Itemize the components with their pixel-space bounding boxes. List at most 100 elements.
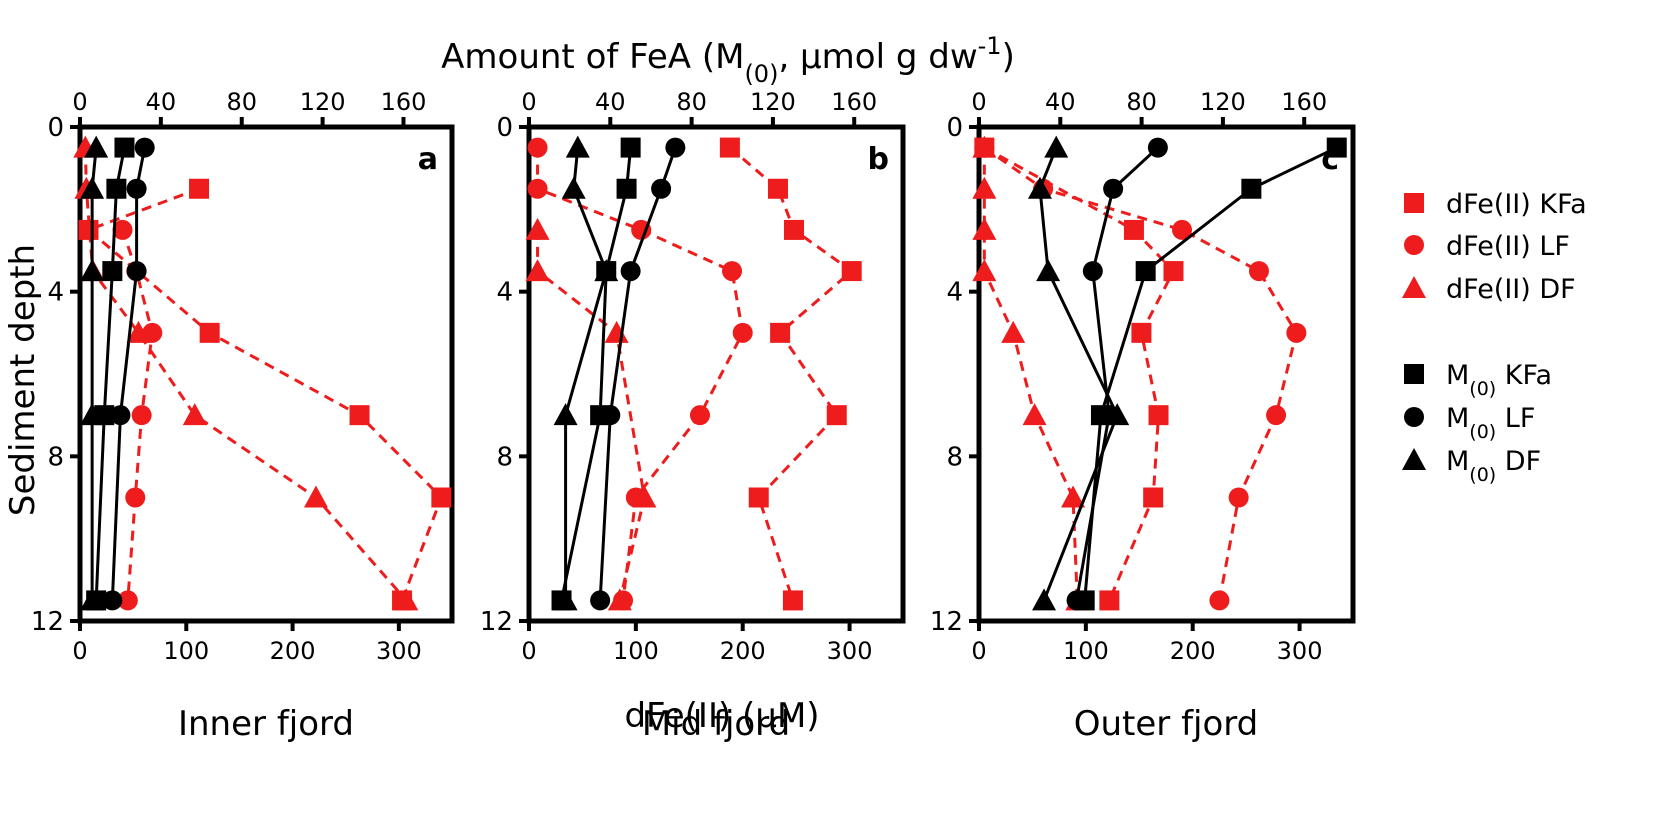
panel-letter: c xyxy=(1321,142,1339,177)
legend-marker xyxy=(1404,193,1424,213)
legend-marker xyxy=(1404,364,1424,384)
data-point xyxy=(110,405,131,426)
panel-caption: Mid fjord xyxy=(642,704,790,744)
data-point xyxy=(616,178,637,199)
bottom-tick-label: 100 xyxy=(613,637,659,665)
data-point xyxy=(84,135,109,158)
top-tick-label: 40 xyxy=(595,88,626,116)
panel-b: 0 100 200 300 0 40 80 120 160 0 4 8 12 b Mid fjord xyxy=(480,88,906,744)
data-point xyxy=(112,219,133,240)
y-tick-label: 12 xyxy=(31,607,64,637)
series-dfe-ii-kfa xyxy=(78,178,452,611)
data-point xyxy=(106,178,127,199)
data-point xyxy=(1105,403,1130,426)
data-point xyxy=(1066,590,1087,611)
data-point xyxy=(972,259,997,282)
data-point xyxy=(1147,137,1168,158)
series-m-0-lf xyxy=(102,137,155,611)
data-point xyxy=(782,590,803,611)
bottom-axis-title: dFe(II) (μM) xyxy=(624,696,819,736)
legend-label: dFe(II) KFa xyxy=(1446,189,1587,220)
series-m-0-lf xyxy=(1066,137,1168,611)
panel-caption: Inner fjord xyxy=(178,704,354,744)
legend-item: M(0) DF xyxy=(1402,446,1541,486)
data-point xyxy=(972,217,997,240)
bottom-tick-label: 100 xyxy=(1063,637,1109,665)
top-tick-label: 120 xyxy=(300,88,346,116)
series-m-0-df xyxy=(80,135,109,611)
panel-a: 0 100 200 300 0 40 80 120 160 0 4 8 12 a Inner fjord xyxy=(31,88,455,744)
legend-item: M(0) LF xyxy=(1404,403,1535,443)
data-point xyxy=(1103,178,1124,199)
data-point xyxy=(102,261,123,282)
panel-c: 0 100 200 300 0 40 80 120 160 0 4 8 12 c Outer fjord xyxy=(930,88,1356,744)
top-tick-label: 80 xyxy=(226,88,257,116)
series-line xyxy=(598,147,677,601)
data-point xyxy=(102,590,123,611)
data-point xyxy=(607,588,632,611)
legend-marker xyxy=(1402,276,1426,298)
top-tick-label: 40 xyxy=(146,88,177,116)
top-tick-label: 160 xyxy=(381,88,427,116)
data-point xyxy=(1022,403,1047,426)
bottom-tick-label: 300 xyxy=(376,637,422,665)
data-point xyxy=(732,322,753,343)
data-point xyxy=(1266,405,1287,426)
data-point xyxy=(770,322,791,343)
series-line xyxy=(560,147,633,601)
legend-item: dFe(II) KFa xyxy=(1404,189,1587,220)
data-point xyxy=(394,588,419,611)
data-point xyxy=(1123,219,1144,240)
data-point xyxy=(1143,487,1164,508)
data-point xyxy=(620,137,641,158)
series-line xyxy=(983,146,1176,602)
bottom-tick-label: 0 xyxy=(72,637,87,665)
panel-caption: Outer fjord xyxy=(1074,704,1259,744)
data-point xyxy=(182,403,207,426)
data-point xyxy=(431,487,452,508)
data-point xyxy=(80,403,105,426)
series-line xyxy=(1075,146,1159,601)
legend-item: dFe(II) DF xyxy=(1402,274,1576,305)
data-point xyxy=(525,259,550,282)
panel-letter: a xyxy=(418,142,438,177)
data-point xyxy=(651,178,672,199)
bottom-tick-label: 300 xyxy=(827,637,873,665)
data-point xyxy=(784,219,805,240)
data-point xyxy=(126,178,147,199)
data-point xyxy=(1099,590,1120,611)
data-point xyxy=(125,487,146,508)
y-tick-label: 4 xyxy=(496,278,513,308)
data-point xyxy=(126,261,147,282)
series-line xyxy=(1083,146,1338,601)
plot-frame xyxy=(976,124,1356,624)
legend-item: M(0) KFa xyxy=(1404,360,1552,400)
data-point xyxy=(1286,322,1307,343)
data-point xyxy=(114,137,135,158)
y-tick-label: 8 xyxy=(47,442,64,472)
data-point xyxy=(972,135,997,158)
bottom-tick-label: 200 xyxy=(270,637,316,665)
data-point xyxy=(565,135,590,158)
series-dfe-ii-kfa xyxy=(719,137,862,611)
top-tick-label: 40 xyxy=(1045,88,1076,116)
data-point xyxy=(590,590,611,611)
data-point xyxy=(131,405,152,426)
top-tick-label: 80 xyxy=(676,88,707,116)
legend-label: M(0) KFa xyxy=(1446,360,1552,400)
data-point xyxy=(1163,261,1184,282)
data-point xyxy=(303,485,328,508)
y-tick-label: 8 xyxy=(946,442,963,472)
data-point xyxy=(80,176,105,199)
data-point xyxy=(553,588,578,611)
series-line xyxy=(982,147,1079,601)
data-point xyxy=(767,178,788,199)
series-m-0-df xyxy=(1027,135,1130,611)
legend-marker xyxy=(1404,407,1424,427)
data-point xyxy=(972,176,997,199)
data-point xyxy=(553,403,578,426)
data-point xyxy=(349,405,370,426)
data-point xyxy=(632,485,657,508)
data-point xyxy=(1228,487,1249,508)
